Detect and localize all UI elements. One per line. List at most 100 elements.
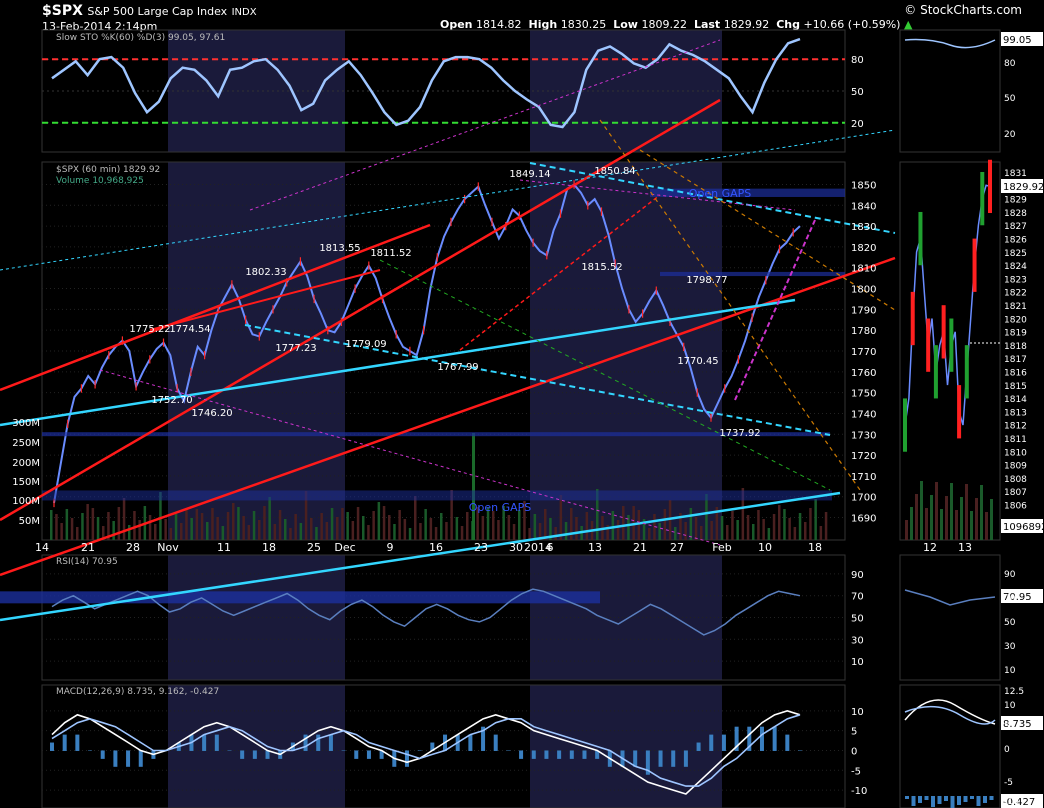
macd-histogram-bar (481, 726, 486, 751)
volume-bar (741, 488, 745, 540)
volume-spike (472, 433, 475, 540)
volume-bar (294, 514, 297, 540)
intraday-price-tick: 1811 (1004, 435, 1027, 445)
rsi-tick: 50 (851, 614, 864, 625)
intraday-price-tick: 1827 (1004, 222, 1027, 232)
x-tick: 13 (588, 541, 602, 554)
volume-bar (762, 519, 765, 540)
volume-bar (570, 508, 573, 540)
rsi-last: 70.95 (1003, 592, 1032, 603)
intraday-price-tick: 1810 (1004, 448, 1027, 458)
macd-histogram-bar (709, 734, 714, 751)
macd-tick: -5 (851, 766, 861, 777)
volume-bar (50, 510, 53, 540)
volume-bar (476, 507, 479, 540)
chg-value: +10.66 (+0.59%) (803, 18, 901, 31)
volume-bar (731, 511, 734, 540)
macd-histogram-bar (379, 750, 384, 759)
price-tick: 1730 (851, 430, 876, 441)
macd-histogram-bar (75, 734, 80, 751)
macd-tick: 0 (851, 746, 857, 757)
trendline (734, 219, 816, 401)
intraday-candle (972, 238, 977, 292)
side-frame-rsi (899, 554, 1001, 681)
last-value: 1829.92 (723, 18, 770, 31)
volume-bar (700, 526, 703, 540)
volume-bar (440, 513, 443, 540)
trendline (249, 39, 721, 211)
volume-bar (497, 520, 500, 540)
side-macd-hist (950, 796, 955, 808)
price-tick: 1810 (851, 264, 876, 275)
price-tick: 1770 (851, 347, 876, 358)
intraday-volume-bar (980, 485, 983, 540)
volume-tick: 100M (12, 496, 40, 507)
volume-bar (783, 509, 786, 540)
volume-bar (642, 519, 646, 540)
side-macd-tick: -5 (1004, 778, 1013, 788)
volume-bar (346, 512, 349, 540)
macd-histogram-bar (417, 750, 422, 751)
trendline (529, 162, 896, 234)
volume-bar (247, 525, 251, 540)
volume-bar (559, 495, 563, 540)
volume-bar (211, 508, 214, 540)
volume-bar (408, 528, 412, 540)
volume-bar (804, 522, 807, 540)
volume-bar (403, 519, 407, 540)
volume-tick: 200M (12, 458, 40, 469)
intraday-volume-bar (970, 511, 973, 540)
x-tick: 21 (81, 541, 95, 554)
volume-bar (86, 504, 89, 540)
volume-bar (705, 494, 708, 540)
volume-bar (304, 491, 308, 540)
volume-bar (523, 501, 526, 540)
macd-histogram-bar (88, 750, 93, 751)
volume-legend: Volume 10,968,925 (56, 176, 144, 186)
x-tick: 23 (474, 541, 488, 554)
gap-zone-low (42, 490, 832, 501)
volume-bar (221, 526, 225, 540)
intraday-volume-bar (910, 507, 913, 540)
price-candles (53, 180, 794, 508)
side-x-tick: 12 (923, 541, 937, 554)
macd-histogram-bar (240, 750, 245, 759)
rsi-line (51, 588, 801, 636)
gap-label: Open GAPS (469, 501, 532, 514)
volume-bar (814, 499, 817, 540)
stochastic-panel (42, 37, 845, 129)
x-tick: Feb (712, 541, 731, 554)
intraday-price-line (904, 184, 991, 426)
volume-bar (793, 527, 797, 540)
rsi-tick: 90 (851, 570, 864, 581)
macd-tick: 10 (851, 707, 864, 718)
high-value: 1830.25 (560, 18, 607, 31)
x-tick: 18 (808, 541, 822, 554)
volume-bar (325, 522, 329, 540)
macd-histogram-bar (404, 750, 409, 767)
panel-frame-macd (41, 684, 846, 808)
volume-bar (226, 512, 230, 540)
intraday-last-volume-box (1001, 519, 1043, 533)
side-frame-sto (899, 29, 1001, 153)
volume-bar (310, 518, 313, 540)
sto-legend: Slow STO %K(60) %D(3) 99.05, 97.61 (56, 33, 225, 43)
macd-histogram-bar (126, 750, 131, 767)
intraday-price-tick: 1829 (1004, 196, 1027, 206)
chart-title: $SPX S&P 500 Large Cap Index INDX (42, 3, 257, 19)
volume-bar (242, 516, 245, 540)
volume-bar (55, 514, 58, 540)
macd-histogram-bar (341, 750, 346, 751)
rsi-tick: 30 (851, 635, 864, 646)
macd-histogram-bar (582, 750, 587, 759)
intraday-price-tick: 1831 (1004, 169, 1027, 179)
macd-signal-line (51, 714, 801, 787)
side-macd-hist (931, 796, 935, 807)
volume-bar (549, 518, 552, 540)
x-tick: 25 (307, 541, 321, 554)
volume-bar (164, 519, 167, 540)
price-annotation: 1770.45 (677, 356, 718, 367)
intraday-price-tick: 1824 (1004, 262, 1027, 272)
side-rsi-tick: 90 (1004, 570, 1016, 580)
volume-bar (367, 525, 370, 540)
